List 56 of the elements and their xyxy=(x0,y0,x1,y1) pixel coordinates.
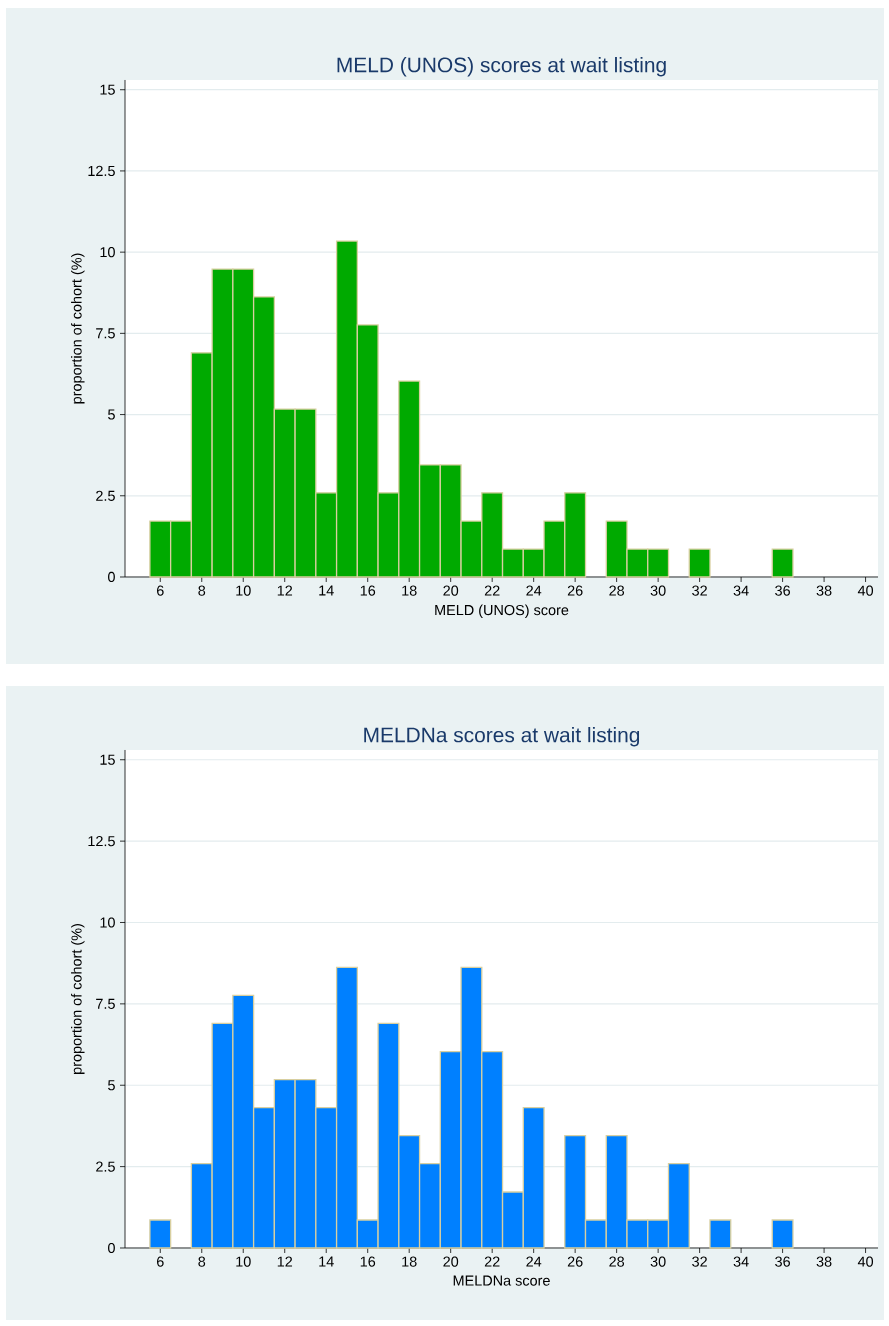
x-tick-label: 36 xyxy=(775,585,790,596)
x-tick-label: 10 xyxy=(236,585,251,596)
y-tick-label: 10 xyxy=(100,247,115,258)
x-tick-label: 40 xyxy=(857,1256,874,1267)
x-tick-label: 28 xyxy=(609,585,625,596)
x-tick-label: 26 xyxy=(567,1256,583,1267)
x-tick-label: 16 xyxy=(360,1256,376,1267)
x-tick-label: 12 xyxy=(277,1256,293,1267)
x-axis-title: MELD (UNOS) score xyxy=(435,604,569,619)
x-tick-label: 24 xyxy=(526,1256,542,1267)
x-tick-label: 28 xyxy=(609,1256,625,1267)
x-tick-label: 32 xyxy=(692,1256,707,1267)
x-tick-label: 38 xyxy=(816,585,832,596)
x-tick-label: 12 xyxy=(277,585,293,596)
x-tick-label: 10 xyxy=(236,1256,251,1267)
x-tick-label: 8 xyxy=(198,585,206,596)
chart-title: MELDNa scores at wait listing xyxy=(364,726,640,747)
y-tick-label: 0 xyxy=(108,571,115,583)
y-tick-label: 0 xyxy=(108,1242,115,1254)
x-tick-label: 14 xyxy=(319,585,334,596)
y-tick-label: 12.5 xyxy=(88,836,115,847)
x-tick-label: 36 xyxy=(775,1256,790,1267)
x-tick-label: 22 xyxy=(484,585,500,596)
x-tick-label: 26 xyxy=(567,585,583,596)
x-tick-label: 30 xyxy=(650,585,666,596)
x-tick-label: 30 xyxy=(650,1256,666,1267)
x-tick-label: 18 xyxy=(402,585,417,596)
x-tick-label: 40 xyxy=(857,585,874,596)
x-tick-label: 34 xyxy=(733,1256,749,1267)
x-tick-label: 34 xyxy=(733,585,749,596)
x-axis-title: MELDNa score xyxy=(453,1275,550,1286)
x-tick-label: 38 xyxy=(816,1256,832,1267)
x-tick-label: 6 xyxy=(156,585,164,596)
y-tick-label: 15 xyxy=(100,754,115,765)
x-tick-label: 14 xyxy=(319,1256,334,1267)
y-tick-label: 15 xyxy=(100,84,115,95)
y-tick-label: 7.5 xyxy=(96,998,115,1009)
y-tick-label: 5 xyxy=(108,409,115,420)
y-tick-label: 12.5 xyxy=(88,165,115,177)
y-axis-title: proportion of cohort (%) xyxy=(71,253,85,404)
x-tick-label: 16 xyxy=(360,585,376,596)
x-tick-label: 20 xyxy=(443,585,459,596)
y-tick-label: 7.5 xyxy=(96,328,115,339)
y-tick-label: 5 xyxy=(108,1080,115,1091)
y-tick-label: 2.5 xyxy=(96,490,115,501)
x-tick-label: 32 xyxy=(692,585,707,596)
x-tick-label: 6 xyxy=(156,1256,164,1267)
x-tick-label: 24 xyxy=(526,585,542,596)
chart-title: MELD (UNOS) scores at wait listing xyxy=(337,56,666,77)
x-tick-label: 22 xyxy=(484,1256,500,1267)
y-tick-label: 2.5 xyxy=(96,1161,115,1172)
y-axis-title: proportion of cohort (%) xyxy=(71,924,85,1074)
x-tick-label: 8 xyxy=(198,1256,206,1267)
y-tick-label: 10 xyxy=(100,917,115,928)
x-tick-label: 18 xyxy=(402,1256,417,1267)
x-tick-label: 20 xyxy=(443,1256,459,1267)
